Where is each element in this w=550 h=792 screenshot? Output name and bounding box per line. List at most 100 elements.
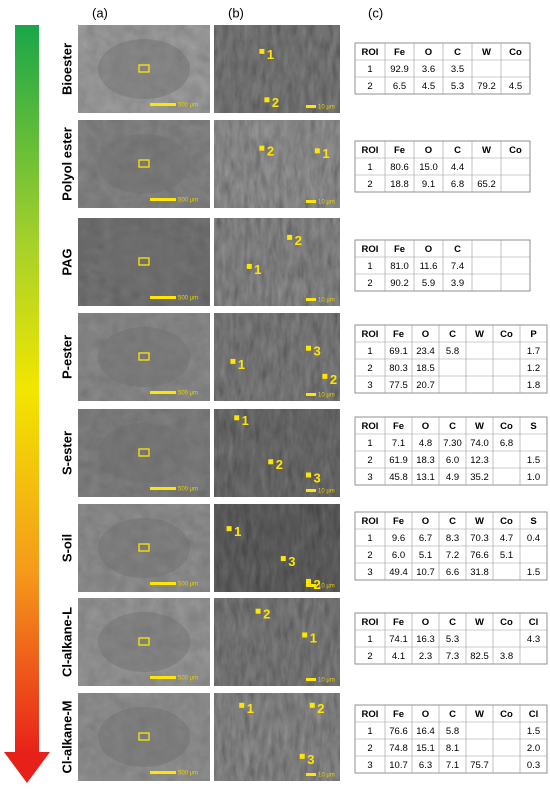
table-header: W <box>475 421 484 432</box>
table-cell: 1 <box>367 634 372 645</box>
table-cell: 81.0 <box>390 261 409 272</box>
scale-label: 500 μm <box>178 296 198 302</box>
table-header: ROI <box>362 244 379 255</box>
scale-label: 500 μm <box>178 487 198 493</box>
figure-row: Polyol ester 500 μm 10 μm 1 2 ROI Fe O C W Co 1 80.6… <box>59 120 531 208</box>
table-cell: 0.4 <box>527 533 540 544</box>
sem-image-a <box>78 313 210 401</box>
roi-marker <box>287 234 293 240</box>
roi-marker <box>306 578 311 584</box>
row-label: PAG <box>59 248 74 275</box>
table-cell: 80.3 <box>389 363 408 374</box>
scale-label: 10 μm <box>318 584 335 590</box>
table-cell: 9.6 <box>392 533 405 544</box>
table-cell: 3 <box>367 567 372 578</box>
roi-number: 1 <box>310 630 317 645</box>
table-cell: 2 <box>367 651 372 662</box>
table-cell: 1 <box>367 162 372 173</box>
table-cell: 18.3 <box>416 455 435 466</box>
table-cell: 1 <box>367 64 372 75</box>
sem-image-b <box>214 693 340 781</box>
wear-scar <box>98 612 190 672</box>
table-cell: 7.1 <box>392 438 405 449</box>
eds-table: ROI Fe O C W Co S 1 7.1 4.8 7.30 74.0 6.8 2 61.9 18.3 6.… <box>354 416 548 486</box>
table-cell: 3 <box>367 380 372 391</box>
scale-bar <box>150 198 176 201</box>
table-header: W <box>482 47 491 58</box>
scale-label: 500 μm <box>178 676 198 682</box>
roi-number: 2 <box>267 144 274 159</box>
roi-number: 2 <box>276 457 283 472</box>
table-header: Fe <box>393 709 404 720</box>
table-header: Cl <box>529 709 539 720</box>
table-cell: 70.3 <box>470 533 489 544</box>
table-cell: 1.7 <box>527 346 540 357</box>
scale-label: 10 μm <box>318 678 335 684</box>
roi-marker <box>306 472 311 478</box>
table-cell: 92.9 <box>390 64 409 75</box>
gradient-arrow <box>4 25 50 783</box>
roi-box <box>138 543 150 552</box>
table-header: ROI <box>362 145 379 156</box>
table-cell: 7.30 <box>443 438 462 449</box>
table-cell: 7.1 <box>446 760 459 771</box>
scale-bar <box>150 391 176 394</box>
table-cell: 12.3 <box>470 455 489 466</box>
row-label: Cl-alkane-L <box>59 607 74 677</box>
table-cell: 6.5 <box>393 81 406 92</box>
scale-bar <box>306 298 316 301</box>
table-header: C <box>454 47 461 58</box>
eds-table: ROI Fe O C W Co Cl 1 74.1 16.3 5.3 4.3 2 4.1 2.3 7.3 82.… <box>354 612 548 665</box>
roi-marker <box>280 556 286 562</box>
table-header: Co <box>500 516 513 527</box>
table-header: ROI <box>362 709 379 720</box>
scale-bar <box>306 773 316 776</box>
scale-bar <box>150 103 176 106</box>
scale-bar <box>150 771 176 774</box>
roi-marker <box>309 702 315 708</box>
table-cell: 6.6 <box>446 567 459 578</box>
table-header: Co <box>509 47 522 58</box>
table-header: S <box>530 421 536 432</box>
table-cell: 61.9 <box>389 455 408 466</box>
table-header: Fe <box>394 145 405 156</box>
scale-label: 500 μm <box>178 198 198 204</box>
table-header: O <box>422 329 429 340</box>
table-cell: 82.5 <box>470 651 489 662</box>
eds-table: ROI Fe O C W Co 1 92.9 3.6 3.5 2 6.5 4.5 5.3 79.2 4.5 <box>354 42 531 95</box>
table-cell: 0.3 <box>527 760 540 771</box>
table-cell: 1.8 <box>527 380 540 391</box>
table-header: W <box>475 329 484 340</box>
table-header: O <box>422 617 429 628</box>
roi-number: 1 <box>267 47 274 62</box>
sem-image-a <box>78 218 210 306</box>
table-header: S <box>530 516 536 527</box>
table-cell: 2 <box>367 550 372 561</box>
table-header: W <box>475 617 484 628</box>
table-header: Co <box>500 329 513 340</box>
table-cell: 23.4 <box>416 346 435 357</box>
figure-row: PAG 500 μm 10 μm 1 2 ROI Fe O C 1 81.0 11.6 7.4 2 90.2… <box>59 218 531 306</box>
table-cell: 4.9 <box>446 472 459 483</box>
table-header: P <box>530 329 537 340</box>
table-cell: 2 <box>367 743 372 754</box>
row-label: Bioester <box>59 43 74 95</box>
roi-marker <box>246 263 252 269</box>
table-cell: 5.8 <box>446 346 459 357</box>
table-cell: 6.0 <box>392 550 405 561</box>
table-cell: 5.1 <box>419 550 432 561</box>
figure-row: Bioester 500 μm 10 μm 1 2 ROI Fe O C W Co 1 92.9 3.6 3… <box>59 25 531 113</box>
table-cell: 74.1 <box>389 634 408 645</box>
table-cell: 76.6 <box>470 550 489 561</box>
table-cell: 1.5 <box>527 567 540 578</box>
table-cell: 2 <box>367 179 372 190</box>
panel-label: (c) <box>368 5 383 20</box>
table-cell: 3 <box>367 760 372 771</box>
scale-label: 500 μm <box>178 391 198 397</box>
table-header: C <box>449 709 456 720</box>
table-cell: 90.2 <box>390 278 409 289</box>
table-header: C <box>454 244 461 255</box>
eds-table: ROI Fe O C W Co Cl 1 76.6 16.4 5.8 1.5 2 74.8 15.1 8.1 2… <box>354 704 548 774</box>
table-cell: 4.7 <box>500 533 513 544</box>
roi-box <box>138 637 150 646</box>
